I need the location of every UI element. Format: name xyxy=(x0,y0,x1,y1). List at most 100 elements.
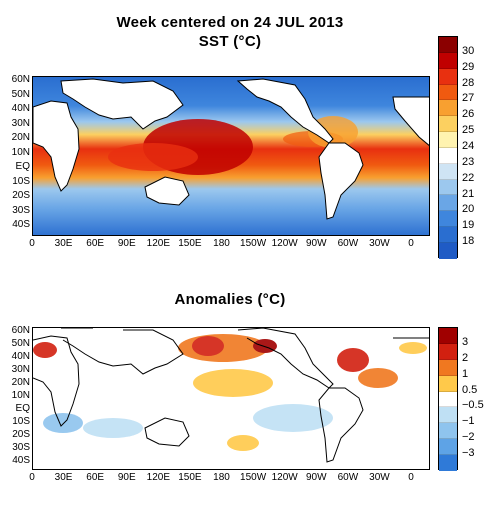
lon-label: 60W xyxy=(337,472,359,483)
lat-label: 10S xyxy=(12,175,30,187)
chart-title-anomalies: Anomalies (°C) xyxy=(174,291,286,308)
colorbar-swatch xyxy=(439,391,457,408)
lon-label: 60E xyxy=(86,472,105,483)
lon-label: 150E xyxy=(178,472,202,483)
colorbar-swatch xyxy=(439,163,457,180)
colorbar-label: 3 xyxy=(462,335,469,348)
anomaly-map xyxy=(32,327,430,470)
colorbar-swatch xyxy=(439,423,457,440)
lon-label: 150W xyxy=(240,472,267,483)
colorbar-swatch xyxy=(439,132,457,148)
lat-label: 20N xyxy=(11,132,30,144)
colorbar-label: −2 xyxy=(462,431,475,444)
lat-label: 40N xyxy=(11,103,30,115)
lon-label: 120W xyxy=(271,472,298,483)
lon-label: 150W xyxy=(240,238,267,249)
colorbar-swatch xyxy=(439,100,457,117)
lon-label: 120E xyxy=(146,472,171,483)
lat-label: EQ xyxy=(15,161,30,173)
chart-title-week: Week centered on 24 JUL 2013 xyxy=(116,14,344,31)
lat-label: 50N xyxy=(11,338,30,349)
lon-label: 60E xyxy=(86,238,105,249)
colorbar-swatch xyxy=(439,455,457,471)
sst-map-canvas xyxy=(33,77,429,235)
colorbar-swatch xyxy=(439,439,457,455)
colorbar-swatch xyxy=(439,359,457,376)
lat-label: 10N xyxy=(11,146,30,158)
lon-label: 0 xyxy=(29,472,35,483)
colorbar-swatch xyxy=(439,37,457,53)
colorbar-label: 27 xyxy=(462,92,475,105)
lat-label: 10N xyxy=(11,390,30,401)
lat-label: 50N xyxy=(11,88,30,100)
lon-label: 0 xyxy=(408,238,414,249)
lat-label: 40N xyxy=(11,351,30,362)
colorbar-swatch xyxy=(439,242,457,259)
colorbar-swatch xyxy=(439,116,457,133)
colorbar-swatch xyxy=(439,147,457,164)
lon-label: 120E xyxy=(146,238,171,249)
colorbar-label: 25 xyxy=(462,124,475,137)
lat-label: 60N xyxy=(11,325,30,336)
colorbar-label: 2 xyxy=(462,351,469,364)
lon-label: 150E xyxy=(178,238,202,249)
lon-label: 30W xyxy=(369,238,390,249)
anomaly-map-canvas xyxy=(33,328,429,469)
colorbar-label: −1 xyxy=(462,415,475,428)
colorbar-label: 26 xyxy=(462,108,475,121)
colorbar-label: 19 xyxy=(462,219,475,232)
colorbar-label: 18 xyxy=(462,235,475,248)
colorbar-swatch xyxy=(439,68,457,85)
colorbar-swatch xyxy=(439,227,457,243)
lon-label: 60W xyxy=(337,238,359,249)
colorbar-label: 20 xyxy=(462,203,475,216)
lat-label: 30S xyxy=(12,442,30,453)
lat-label: EQ xyxy=(15,403,30,414)
colorbar-swatch xyxy=(439,52,457,69)
lon-label: 30W xyxy=(369,472,390,483)
lat-label: 30N xyxy=(11,364,30,375)
lon-label: 0 xyxy=(408,472,414,483)
colorbar-swatch xyxy=(439,375,457,392)
chart-title-sst: SST (°C) xyxy=(198,33,262,50)
colorbar-label: 28 xyxy=(462,76,475,89)
lat-label: 30S xyxy=(12,204,30,216)
lat-label: 20S xyxy=(12,190,30,202)
sst-colorbar xyxy=(438,36,458,259)
lon-label: 180 xyxy=(213,472,230,483)
lon-label: 180 xyxy=(213,238,230,249)
lon-label: 120W xyxy=(271,238,298,249)
colorbar-label: 1 xyxy=(462,367,469,380)
colorbar-swatch xyxy=(439,179,457,196)
colorbar-label: 29 xyxy=(462,60,475,73)
lon-label: 90W xyxy=(306,472,327,483)
lat-label: 40S xyxy=(12,219,30,231)
colorbar-swatch xyxy=(439,343,457,360)
lat-label: 60N xyxy=(11,74,30,85)
colorbar-swatch xyxy=(439,195,457,212)
colorbar-swatch xyxy=(439,211,457,228)
anomaly-colorbar xyxy=(438,327,458,471)
colorbar-label: 21 xyxy=(462,187,475,200)
colorbar-label: −3 xyxy=(462,447,475,460)
colorbar-label: −0.5 xyxy=(462,399,484,412)
lat-label: 20S xyxy=(12,429,30,440)
lon-label: 90W xyxy=(306,238,327,249)
colorbar-swatch xyxy=(439,84,457,101)
lat-label: 30N xyxy=(11,117,30,129)
lat-label: 40S xyxy=(12,455,30,466)
lat-label: 10S xyxy=(12,416,30,427)
colorbar-label: 24 xyxy=(462,140,475,152)
colorbar-label: 23 xyxy=(462,155,475,168)
colorbar-label: 30 xyxy=(462,44,475,57)
colorbar-swatch xyxy=(439,407,457,424)
lon-label: 90E xyxy=(117,238,136,249)
colorbar-swatch xyxy=(439,328,457,344)
colorbar-label: 22 xyxy=(462,171,475,184)
lon-label: 0 xyxy=(29,238,35,249)
lon-label: 90E xyxy=(117,472,136,483)
lon-label: 30E xyxy=(54,238,73,249)
lat-label: 20N xyxy=(11,377,30,388)
sst-map xyxy=(32,76,430,236)
lon-label: 30E xyxy=(54,472,73,483)
